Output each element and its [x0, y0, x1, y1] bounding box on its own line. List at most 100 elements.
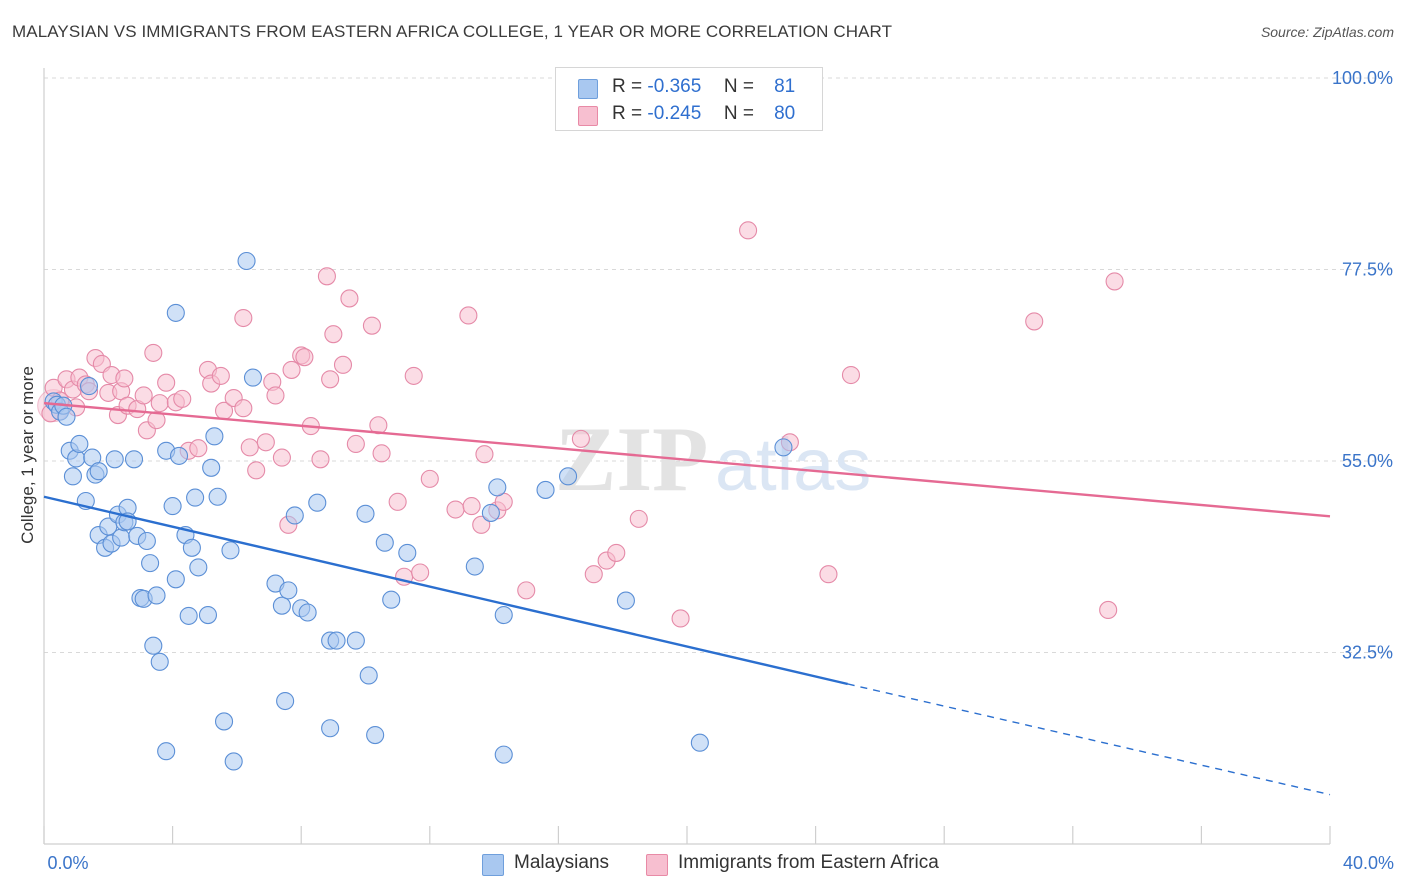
point-immigrants	[584, 565, 603, 584]
point-malaysians	[57, 407, 76, 426]
point-malaysians	[285, 506, 304, 525]
point-malaysians	[221, 541, 240, 560]
x-tick-label: 40.0%	[1343, 853, 1394, 873]
point-immigrants	[247, 461, 266, 480]
point-malaysians	[398, 543, 417, 562]
series-immigrants-points	[37, 221, 1124, 628]
point-immigrants	[571, 429, 590, 448]
point-immigrants	[362, 316, 381, 335]
point-malaysians	[558, 467, 578, 486]
point-malaysians	[105, 450, 124, 469]
point-malaysians	[272, 596, 291, 615]
point-immigrants	[446, 500, 465, 519]
point-malaysians	[690, 733, 709, 752]
point-malaysians	[321, 719, 340, 738]
point-malaysians	[346, 631, 365, 650]
point-malaysians	[359, 666, 378, 685]
legend-box: R = -0.365 N = 81 R = -0.245 N = 80	[555, 67, 823, 131]
point-immigrants	[234, 308, 253, 328]
point-immigrants	[240, 438, 259, 457]
legend-swatch-pink	[646, 854, 668, 876]
legend-swatch-pink	[578, 106, 598, 126]
point-immigrants	[173, 389, 192, 408]
point-immigrants	[321, 370, 340, 389]
point-malaysians	[494, 606, 513, 625]
point-immigrants	[324, 325, 343, 344]
point-malaysians	[298, 603, 317, 622]
point-immigrants	[475, 445, 494, 464]
point-immigrants	[420, 469, 439, 488]
point-malaysians	[237, 251, 256, 271]
point-malaysians	[375, 533, 394, 552]
point-malaysians	[356, 504, 375, 523]
y-tick-label: 32.5%	[1342, 643, 1393, 663]
point-malaysians	[163, 497, 182, 516]
point-malaysians	[166, 570, 185, 589]
chart-title: MALAYSIAN VS IMMIGRANTS FROM EASTERN AFR…	[12, 22, 893, 41]
point-immigrants	[144, 343, 163, 362]
point-immigrants	[256, 433, 275, 452]
point-immigrants	[462, 497, 481, 516]
point-immigrants	[671, 609, 690, 628]
point-malaysians	[279, 581, 298, 600]
point-immigrants	[346, 434, 365, 454]
legend-r-label: R =	[612, 103, 643, 124]
point-immigrants	[157, 373, 176, 392]
point-malaysians	[774, 438, 793, 457]
point-malaysians	[327, 631, 346, 650]
legend-r-label: R =	[612, 76, 643, 97]
point-immigrants	[1025, 312, 1044, 331]
point-immigrants	[295, 348, 314, 367]
point-malaysians	[382, 590, 401, 609]
point-immigrants	[189, 439, 208, 458]
legend-label-immigrants: Immigrants from Eastern Africa	[678, 852, 939, 873]
point-immigrants	[150, 394, 169, 413]
point-malaysians	[150, 652, 169, 671]
point-immigrants	[311, 450, 330, 469]
point-malaysians	[616, 591, 635, 610]
point-immigrants	[1105, 272, 1124, 291]
point-malaysians	[366, 726, 385, 745]
point-immigrants	[739, 221, 758, 240]
legend-r-value: -0.365	[647, 76, 702, 97]
point-malaysians	[89, 462, 108, 481]
point-immigrants	[372, 444, 391, 463]
tick-labels: 32.5% 55.0% 77.5% 100.0% 0.0% 40.0%	[47, 68, 1394, 873]
point-malaysians	[243, 368, 263, 387]
point-malaysians	[179, 606, 198, 625]
point-immigrants	[517, 581, 536, 600]
legend-n-label: N =	[723, 76, 754, 97]
trend-line-malaysians	[43, 495, 849, 686]
point-immigrants	[459, 306, 478, 325]
grid-lines	[44, 77, 1394, 653]
point-malaysians	[137, 531, 156, 551]
point-immigrants	[340, 289, 359, 308]
point-malaysians	[166, 303, 185, 322]
legend-r-value: -0.245	[647, 103, 702, 124]
point-malaysians	[481, 503, 500, 522]
point-malaysians	[276, 691, 295, 711]
point-malaysians	[214, 712, 234, 731]
point-immigrants	[115, 369, 134, 388]
y-tick-label: 55.0%	[1342, 451, 1393, 471]
point-malaysians	[63, 467, 82, 486]
point-immigrants	[404, 366, 423, 385]
point-malaysians	[308, 493, 327, 512]
point-malaysians	[536, 480, 555, 499]
point-immigrants	[333, 355, 353, 374]
point-immigrants	[819, 565, 838, 584]
y-tick-label: 77.5%	[1342, 260, 1393, 280]
point-malaysians	[494, 745, 513, 764]
legend-label-malaysians: Malaysians	[514, 852, 610, 873]
point-immigrants	[266, 386, 285, 405]
point-malaysians	[144, 636, 163, 655]
y-tick-label: 100.0%	[1332, 68, 1393, 88]
series-malaysians-points	[44, 251, 793, 771]
y-axis-title: College, 1 year or more	[18, 366, 37, 544]
point-malaysians	[169, 446, 189, 465]
point-malaysians	[112, 528, 131, 547]
point-malaysians	[79, 377, 99, 396]
point-immigrants	[134, 386, 153, 405]
point-malaysians	[141, 554, 160, 573]
